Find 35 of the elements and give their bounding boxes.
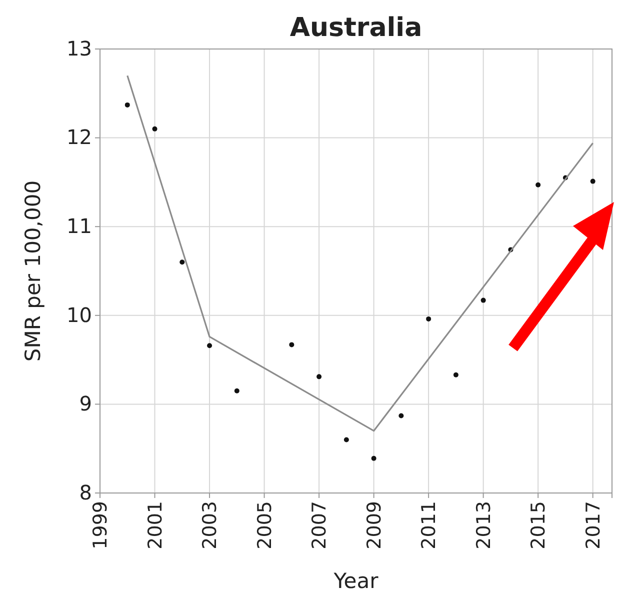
- point: [152, 126, 158, 132]
- x-tick-label: 2001: [144, 501, 166, 550]
- x-tick-label: 2009: [363, 501, 386, 550]
- point: [207, 343, 212, 348]
- x-tick-label: 2017: [582, 501, 604, 550]
- y-tick-label: 13: [66, 36, 92, 60]
- point: [426, 316, 432, 322]
- point: [536, 182, 541, 188]
- x-tick-label: 1999: [90, 501, 112, 550]
- y-tick-label: 11: [66, 214, 92, 238]
- x-tick-label: 2013: [472, 501, 495, 550]
- point: [480, 298, 486, 303]
- point: [344, 437, 349, 442]
- y-tick-label: 9: [79, 392, 92, 416]
- x-tick-label: 2011: [418, 501, 440, 550]
- y-tick-label: 12: [66, 125, 92, 150]
- x-tick-label: 2003: [199, 501, 222, 550]
- y-tick-label: 8: [79, 480, 92, 504]
- point: [371, 456, 376, 461]
- point: [453, 372, 458, 378]
- point: [398, 413, 404, 418]
- y-tick-label: 10: [66, 302, 92, 327]
- point: [180, 260, 185, 265]
- point: [234, 388, 240, 394]
- point: [289, 342, 294, 348]
- point: [124, 102, 130, 108]
- line-series: [126, 74, 594, 432]
- point: [316, 374, 322, 380]
- x-axis-title: Year: [332, 569, 379, 593]
- chart-title: Australia: [290, 13, 422, 43]
- x-tick-label: 2015: [528, 501, 550, 550]
- x-tick-label: 2005: [254, 501, 276, 550]
- y-axis-title: SMR per 100,000: [21, 180, 45, 362]
- x-tick-label: 2007: [308, 501, 331, 550]
- point: [590, 178, 596, 184]
